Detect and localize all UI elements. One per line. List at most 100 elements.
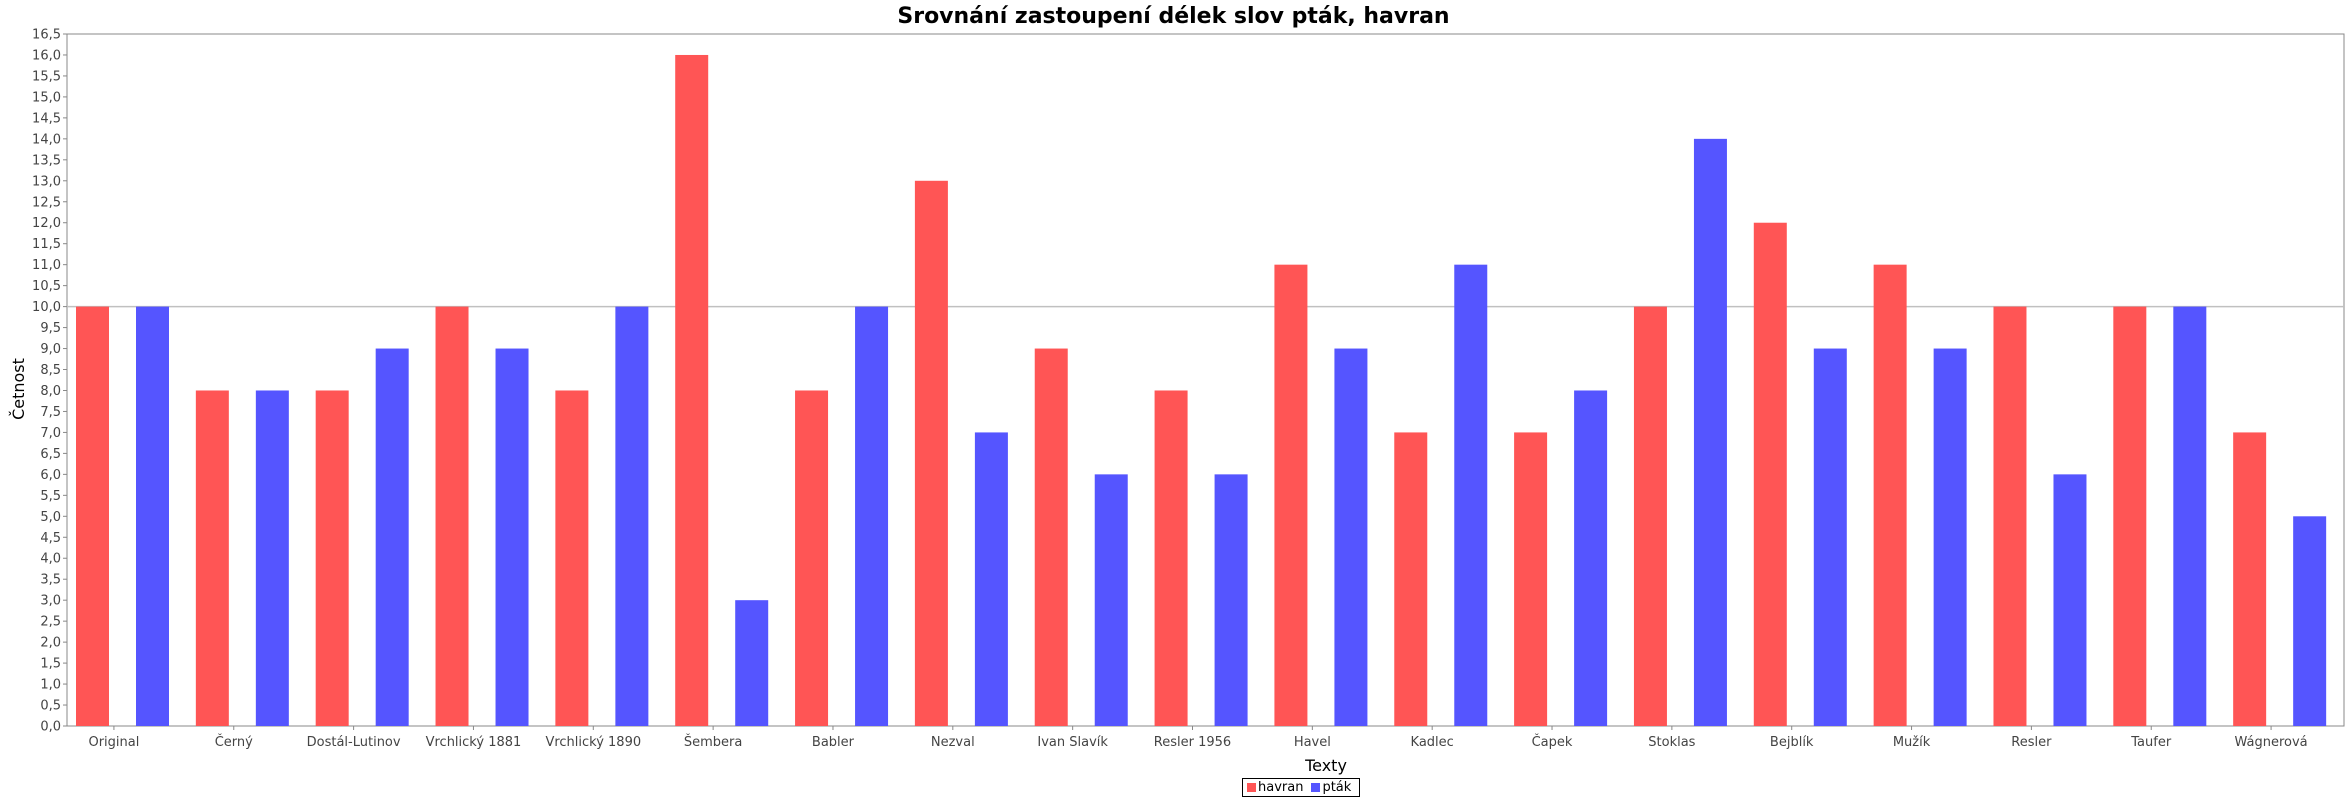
y-tick-label: 14,5 — [32, 111, 61, 126]
bar-havran — [1753, 222, 1787, 726]
bar-pták — [255, 390, 289, 726]
x-category-label: Dostál-Lutinov — [307, 735, 401, 750]
x-axis: Original Černý Dostál-Lutinov Vrchlický 188… — [88, 726, 2308, 750]
bar-pták — [136, 306, 169, 726]
x-category-label: Wágnerová — [2235, 735, 2308, 750]
y-axis: 0,0 0,5 1,0 1,5 2,0 2,5 3,0 3,5 4,0 4,5 5,0 5,5 6,0 6… — [32, 28, 67, 735]
bar-havran — [1034, 348, 1068, 726]
bar-pták — [974, 432, 1008, 726]
x-category-label: Resler 1956 — [1154, 735, 1231, 750]
bar-havran — [1394, 432, 1428, 726]
y-tick-label: 3,5 — [40, 573, 61, 588]
x-category-label: Šembera — [684, 734, 742, 750]
y-tick-label: 0,0 — [40, 720, 61, 735]
y-tick-label: 4,0 — [40, 552, 61, 567]
chart-title: Srovnání zastoupení délek slov pták, hav… — [897, 4, 1450, 29]
bar-pták — [1454, 264, 1488, 726]
x-category-label: Taufer — [2130, 735, 2172, 750]
x-axis-title: Texty — [1304, 756, 1347, 775]
bar-havran — [2113, 306, 2147, 726]
bar-havran — [795, 390, 829, 726]
bar-pták — [1933, 348, 1967, 726]
x-category-label: Stoklas — [1648, 735, 1695, 750]
legend-label: pták — [1322, 780, 1352, 795]
y-tick-label: 15,5 — [32, 69, 61, 84]
bar-havran — [1154, 390, 1188, 726]
y-tick-label: 2,5 — [40, 615, 61, 630]
bar-havran — [435, 306, 469, 726]
y-tick-label: 10,5 — [32, 279, 61, 294]
bar-pták — [1813, 348, 1847, 726]
x-category-label: Vrchlický 1890 — [545, 735, 641, 750]
x-category-label: Čapek — [1532, 734, 1573, 750]
y-tick-label: 0,5 — [40, 699, 61, 714]
bar-havran — [675, 54, 709, 726]
x-category-label: Babler — [812, 735, 855, 750]
bar-havran — [195, 390, 229, 726]
bars — [76, 54, 2327, 727]
y-tick-label: 14,0 — [32, 132, 61, 147]
bar-havran — [315, 390, 349, 726]
legend-swatch — [1247, 783, 1256, 792]
y-axis-title: Četnost — [9, 358, 28, 420]
bar-pták — [855, 306, 889, 726]
y-tick-label: 9,0 — [40, 342, 61, 357]
y-tick-label: 7,0 — [40, 426, 61, 441]
y-tick-label: 12,5 — [32, 195, 61, 210]
x-category-label: Mužík — [1893, 735, 1931, 750]
bar-havran — [1873, 264, 1907, 726]
y-tick-label: 3,0 — [40, 594, 61, 609]
bar-pták — [1334, 348, 1368, 726]
y-tick-label: 10,0 — [32, 300, 61, 315]
bar-pták — [1214, 474, 1248, 726]
x-category-label: Nezval — [931, 735, 975, 750]
x-category-label: Havel — [1294, 735, 1331, 750]
legend: havran pták — [1242, 778, 1361, 797]
legend-item-pták: pták — [1311, 780, 1351, 795]
bar-havran — [1633, 306, 1667, 726]
y-tick-label: 6,5 — [40, 447, 61, 462]
bar-havran — [1514, 432, 1548, 726]
bar-pták — [1094, 474, 1128, 726]
x-category-label: Vrchlický 1881 — [426, 735, 522, 750]
bar-havran — [914, 180, 948, 727]
x-category-label: Černý — [215, 734, 253, 750]
y-tick-label: 13,5 — [32, 153, 61, 168]
y-tick-label: 5,5 — [40, 489, 61, 504]
y-tick-label: 9,5 — [40, 321, 61, 336]
y-tick-label: 8,5 — [40, 363, 61, 378]
bar-havran — [2233, 432, 2267, 726]
bar-pták — [1693, 138, 1727, 726]
x-category-label: Original — [88, 735, 139, 750]
x-category-label: Resler — [2011, 735, 2052, 750]
y-tick-label: 12,0 — [32, 216, 61, 231]
y-tick-label: 16,0 — [32, 48, 61, 63]
x-category-label: Ivan Slavík — [1037, 735, 1108, 750]
bar-pták — [375, 348, 409, 726]
y-tick-label: 1,5 — [40, 657, 61, 672]
x-category-label: Kadlec — [1411, 735, 1454, 750]
legend-swatch — [1311, 783, 1321, 792]
bar-havran — [1993, 306, 2027, 726]
bar-pták — [615, 306, 649, 726]
y-tick-label: 1,0 — [40, 678, 61, 693]
bar-pták — [2293, 516, 2327, 726]
y-tick-label: 6,0 — [40, 468, 61, 483]
y-tick-label: 4,5 — [40, 531, 61, 546]
bar-pták — [735, 600, 769, 726]
y-tick-label: 8,0 — [40, 384, 61, 399]
y-tick-label: 16,5 — [32, 28, 61, 43]
bar-havran — [1274, 264, 1308, 726]
legend-label: havran — [1258, 780, 1304, 795]
y-tick-label: 11,5 — [32, 237, 61, 252]
bar-pták — [2053, 474, 2087, 726]
bar-havran — [76, 306, 109, 726]
legend-item-havran: havran — [1247, 780, 1303, 795]
bar-havran — [555, 390, 589, 726]
y-tick-label: 11,0 — [32, 258, 61, 273]
y-tick-label: 7,5 — [40, 405, 61, 420]
x-category-label: Bejblík — [1770, 735, 1814, 750]
bar-pták — [1574, 390, 1608, 726]
bar-pták — [2173, 306, 2207, 726]
